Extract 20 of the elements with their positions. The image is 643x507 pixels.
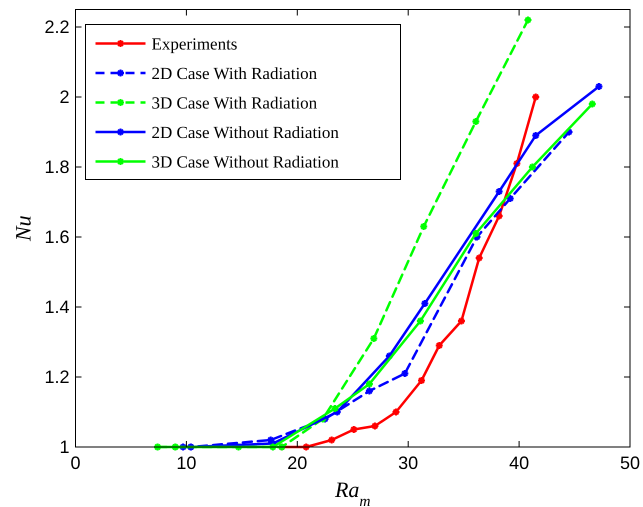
legend-label: 3D Case With Radiation	[152, 94, 318, 112]
x-axis-title: Ra$_{m}$	[334, 477, 371, 507]
x-tick-label: 40	[509, 453, 530, 473]
y-tick-label: 1.8	[44, 157, 70, 177]
x-tick-label: 10	[176, 453, 196, 473]
y-tick-label: 1.2	[44, 367, 70, 387]
legend-label: Experiments	[152, 34, 238, 54]
y-tick-label: 1	[59, 437, 70, 457]
y-axis-title: Nu	[10, 215, 36, 242]
x-tick-label: 30	[398, 453, 418, 473]
x-tick-label: 0	[70, 453, 81, 473]
y-tick-label: 2	[59, 87, 70, 107]
x-tick-label: 50	[620, 453, 640, 473]
x-tick-label: 20	[287, 453, 308, 473]
y-tick-label: 2.2	[44, 17, 70, 37]
legend-label: 2D Case Without Radiation	[152, 123, 340, 142]
legend-label: 2D Case With Radiation	[152, 64, 318, 83]
legend-label: 3D Case Without Radiation	[152, 152, 340, 172]
y-tick-label: 1.4	[44, 297, 70, 317]
y-tick-label: 1.6	[44, 227, 70, 247]
